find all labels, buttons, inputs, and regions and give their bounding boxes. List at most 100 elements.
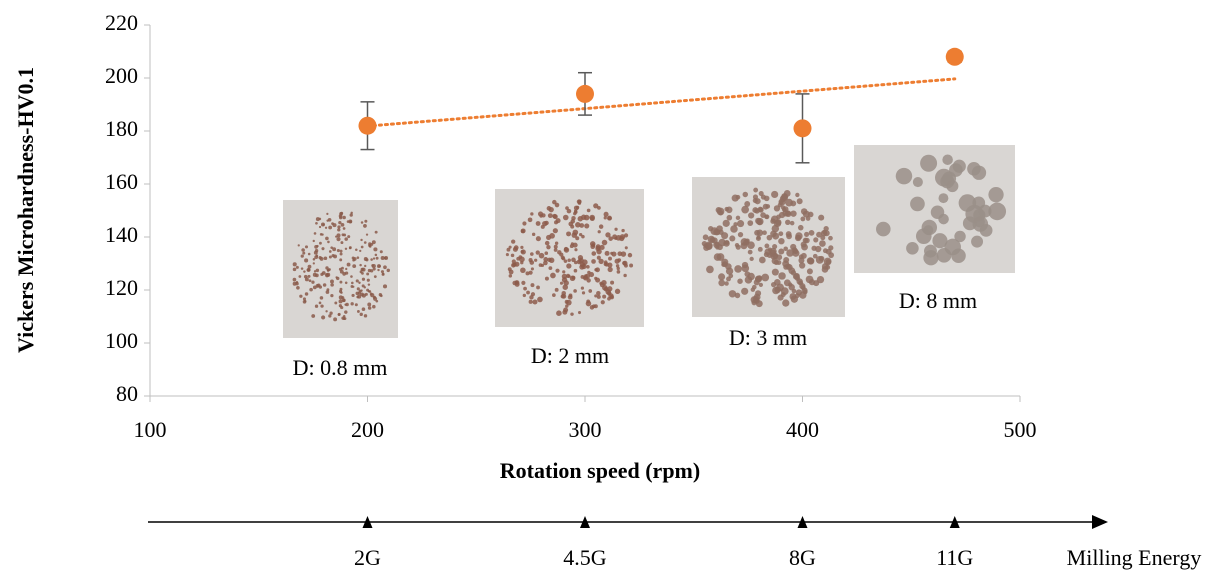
ball: [362, 307, 366, 311]
ball: [367, 303, 371, 307]
ball: [571, 216, 575, 220]
ball: [383, 284, 387, 288]
ball: [309, 279, 312, 282]
ball: [313, 286, 317, 290]
ball: [824, 226, 829, 231]
ball: [330, 294, 333, 297]
ball: [597, 295, 601, 299]
ball: [815, 246, 821, 252]
ball: [795, 293, 800, 298]
y-tick-label: 160: [105, 169, 138, 194]
ball: [323, 283, 327, 287]
ball: [718, 210, 723, 215]
ball: [359, 250, 361, 252]
ball: [723, 220, 730, 227]
ball: [341, 223, 345, 227]
ball: [570, 244, 574, 248]
ball: [756, 218, 763, 225]
ball: [348, 220, 352, 224]
ball: [807, 268, 813, 274]
ball: [537, 297, 543, 303]
ball: [555, 242, 558, 245]
ball: [313, 240, 315, 242]
x-tick-label: 400: [786, 417, 819, 442]
ball: [939, 193, 949, 203]
ball: [509, 274, 512, 277]
ball: [308, 253, 311, 256]
ball: [383, 265, 387, 269]
ball: [372, 264, 376, 268]
ball: [321, 315, 325, 319]
ball: [362, 278, 365, 281]
ball: [511, 239, 515, 243]
ball: [337, 225, 340, 228]
ball: [336, 237, 340, 241]
ball: [906, 242, 919, 255]
ball: [372, 305, 376, 309]
ball: [329, 312, 332, 315]
ball: [301, 254, 304, 257]
ball: [319, 242, 322, 245]
ball: [364, 265, 366, 267]
ball: [762, 230, 767, 235]
ball: [339, 212, 343, 216]
ball: [530, 283, 534, 287]
ball: [589, 215, 595, 221]
ball: [729, 235, 735, 241]
ball: [600, 245, 605, 250]
ball: [334, 302, 337, 305]
ball: [541, 264, 544, 267]
ball: [373, 257, 375, 259]
ball: [972, 166, 986, 180]
ball: [604, 262, 608, 266]
ball: [313, 262, 315, 264]
y-tick-label: 220: [105, 10, 138, 35]
ball: [594, 294, 597, 297]
ball: [341, 267, 344, 270]
ball: [595, 267, 600, 272]
ball: [756, 236, 761, 241]
ball: [370, 258, 373, 261]
ball: [781, 193, 788, 200]
ball: [578, 216, 583, 221]
ball: [330, 279, 334, 283]
data-point: [359, 117, 377, 135]
ball: [356, 296, 359, 299]
x-tick-label: 300: [569, 417, 602, 442]
ball: [382, 273, 384, 275]
ball: [597, 256, 601, 260]
ball: [563, 285, 568, 290]
ball: [303, 297, 306, 300]
ball: [303, 270, 305, 272]
ball: [942, 154, 953, 165]
ball: [785, 199, 793, 207]
ball: [345, 282, 348, 285]
ball: [764, 215, 768, 219]
ball: [727, 215, 733, 221]
ball: [508, 267, 512, 271]
ball: [516, 257, 520, 261]
ball: [367, 279, 370, 282]
y-tick-label: 200: [105, 63, 138, 88]
ball: [564, 259, 568, 263]
ball: [375, 300, 378, 303]
ball: [531, 267, 534, 270]
ball: [345, 268, 347, 270]
ball: [364, 241, 367, 244]
ball: [758, 207, 763, 212]
ball: [779, 212, 785, 218]
ball: [326, 273, 330, 277]
ball: [536, 236, 541, 241]
ball: [803, 290, 808, 295]
ball: [553, 228, 558, 233]
ball-size-label: D: 3 mm: [729, 325, 807, 350]
ball: [552, 293, 556, 297]
ball: [344, 304, 346, 306]
ball: [357, 256, 360, 259]
ball: [920, 155, 937, 172]
ball: [526, 291, 530, 295]
ball: [799, 254, 804, 259]
x-tick-label: 100: [134, 417, 167, 442]
ball: [740, 242, 747, 249]
ball: [601, 300, 605, 304]
